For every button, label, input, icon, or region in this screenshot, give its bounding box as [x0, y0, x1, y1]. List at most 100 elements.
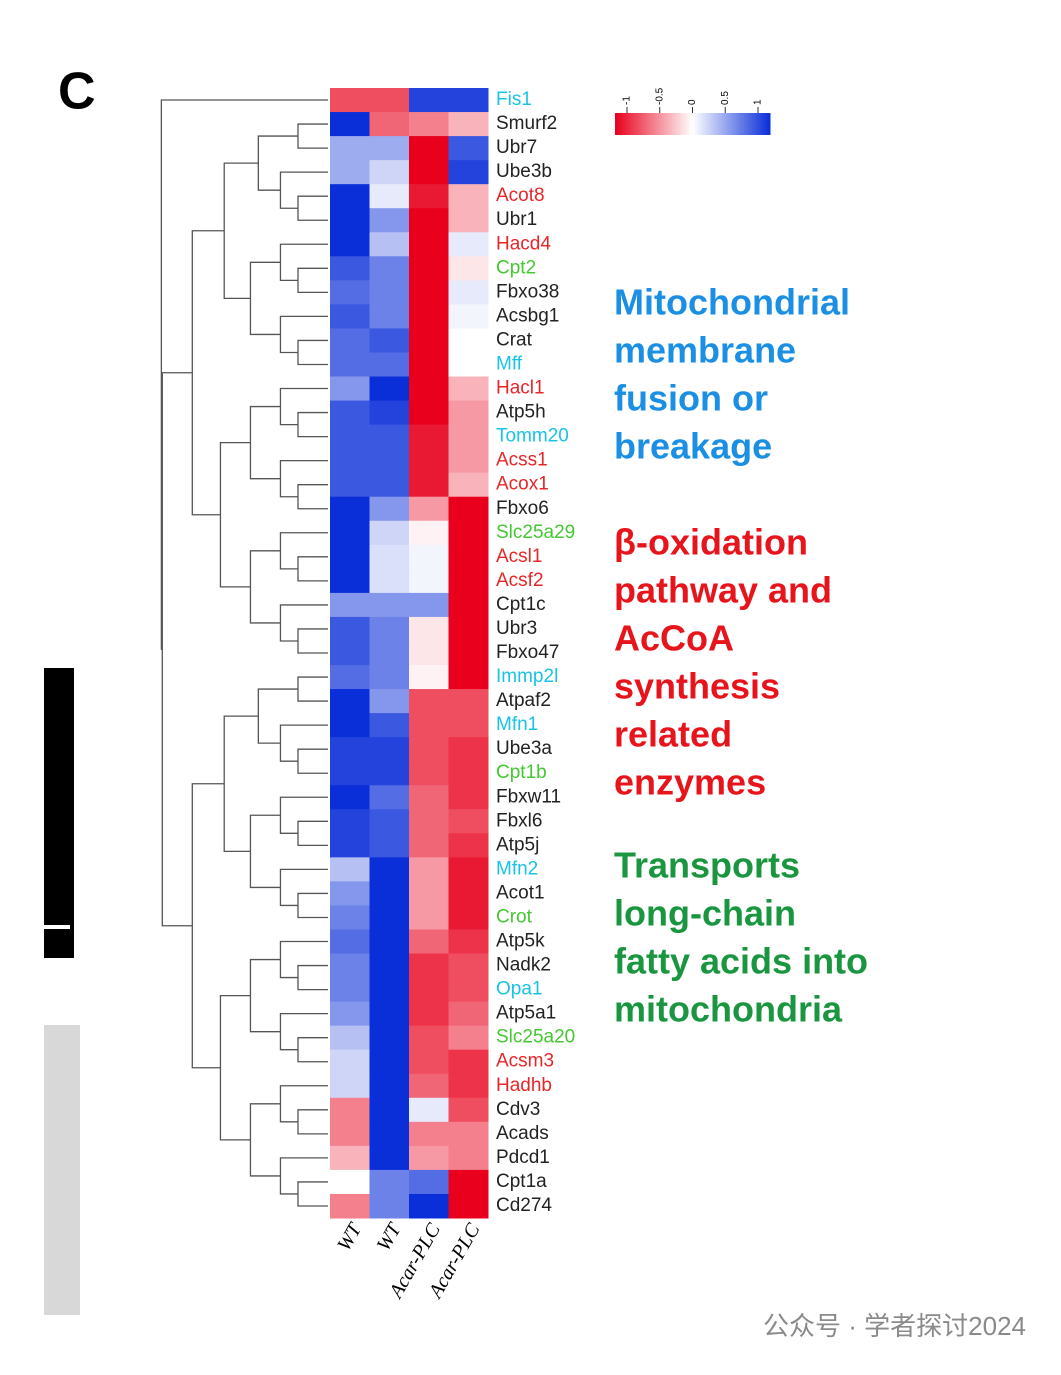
- dendrogram-branch: [249, 814, 281, 889]
- row-label: Mfn1: [496, 714, 538, 735]
- heat-cell: [330, 112, 370, 137]
- heat-cell: [448, 1073, 489, 1099]
- heat-cell: [369, 1073, 410, 1099]
- colorbar-segment: [617, 113, 621, 135]
- heat-cell: [409, 809, 449, 834]
- row-label: Acsbg1: [496, 305, 559, 326]
- dendrogram-branch: [297, 1181, 328, 1207]
- heat-cell: [409, 1169, 449, 1195]
- heat-cell: [369, 304, 410, 329]
- colorbar-segment: [705, 113, 709, 135]
- dendrogram-branch: [279, 1085, 328, 1123]
- row-label: Acsm3: [496, 1051, 554, 1072]
- heat-cell: [369, 857, 410, 882]
- heat-cell: [330, 881, 370, 906]
- heat-cell: [448, 881, 489, 906]
- colorbar-segment: [739, 113, 743, 135]
- colorbar-segment: [682, 113, 686, 135]
- colorbar-segment: [702, 113, 706, 135]
- heat-cell: [409, 1121, 449, 1147]
- heat-cell: [409, 1001, 449, 1027]
- heat-cell: [330, 544, 370, 570]
- row-label: Opa1: [496, 979, 542, 1000]
- heat-cell: [330, 785, 370, 810]
- dendrogram-branch: [297, 748, 328, 774]
- colorbar-segment: [643, 113, 647, 135]
- heat-cell: [330, 929, 370, 955]
- heat-cell: [369, 544, 410, 570]
- row-label: Tomm20: [496, 426, 569, 447]
- annotation: fusion or: [614, 378, 768, 419]
- heat-cell: [369, 1169, 410, 1195]
- colorbar-segment: [658, 113, 662, 135]
- heat-cell: [330, 376, 370, 402]
- heat-cell: [448, 400, 489, 426]
- colorbar-segment: [733, 113, 737, 135]
- heat-cell: [448, 112, 489, 137]
- heat-cell: [369, 400, 410, 426]
- heat-cell: [409, 1097, 449, 1123]
- heat-cell: [409, 881, 449, 906]
- row-label: Crat: [496, 329, 533, 350]
- row-label: Nadk2: [496, 955, 551, 976]
- colorbar-segment: [731, 113, 735, 135]
- dendrogram-branch: [297, 1109, 328, 1135]
- heat-cell: [409, 424, 449, 450]
- dendrogram-branch: [191, 230, 225, 516]
- heat-cell: [369, 977, 410, 1003]
- row-label: Ubr7: [496, 137, 537, 158]
- heat-cell: [369, 1121, 410, 1147]
- dendrogram-branch: [297, 892, 328, 919]
- row-label: Atp5j: [496, 834, 539, 855]
- dendrogram-branch: [297, 411, 328, 438]
- dendrogram-branch: [249, 261, 281, 336]
- heat-cell: [330, 640, 370, 666]
- colorbar-segment: [651, 113, 655, 135]
- heat-cell: [409, 833, 449, 858]
- heat-cell: [330, 809, 370, 834]
- heat-cell: [330, 616, 370, 642]
- heat-cell: [409, 689, 449, 714]
- colorbar-segment: [767, 113, 771, 135]
- heat-cell: [369, 136, 410, 161]
- heat-cell: [448, 568, 489, 594]
- heat-cell: [369, 1049, 410, 1075]
- colorbar-segment: [754, 113, 758, 135]
- dendrogram-branch: [160, 99, 328, 650]
- heat-cell: [369, 665, 410, 690]
- heat-cell: [369, 953, 410, 979]
- annotation: pathway and: [614, 570, 832, 611]
- heat-cell: [369, 472, 410, 498]
- heat-cell: [448, 544, 489, 570]
- heat-cell: [330, 977, 370, 1003]
- colorbar-segment: [726, 113, 730, 135]
- column-label: WT: [333, 1218, 367, 1255]
- heat-cell: [448, 737, 489, 762]
- heat-cell: [330, 328, 370, 353]
- heat-cell: [369, 184, 410, 209]
- colorbar-segment: [728, 113, 732, 135]
- heat-cell: [330, 400, 370, 426]
- colorbar-segment: [697, 113, 701, 135]
- annotation: fatty acids into: [614, 941, 868, 982]
- annotation: membrane: [614, 330, 796, 371]
- row-label: Cpt1b: [496, 762, 547, 783]
- dendrogram-branch: [161, 372, 193, 927]
- colorbar-segment: [710, 113, 714, 135]
- dendrogram-branch: [297, 484, 328, 510]
- colorbar-segment: [749, 113, 753, 135]
- row-label: Ubr3: [496, 618, 537, 639]
- row-label: Acsf2: [496, 570, 544, 591]
- colorbar-tick-label: -0.5: [654, 87, 665, 105]
- heat-cell: [369, 568, 410, 594]
- dendrogram-branch: [297, 676, 328, 702]
- heat-cell: [330, 761, 370, 786]
- dendrogram-branch: [297, 820, 328, 846]
- heat-cell: [448, 448, 489, 474]
- colorbar-tick-label: 0.5: [720, 91, 731, 105]
- row-label: Atpaf2: [496, 690, 551, 711]
- heat-cell: [448, 352, 489, 378]
- heat-cell: [409, 352, 449, 378]
- heat-cell: [369, 592, 410, 618]
